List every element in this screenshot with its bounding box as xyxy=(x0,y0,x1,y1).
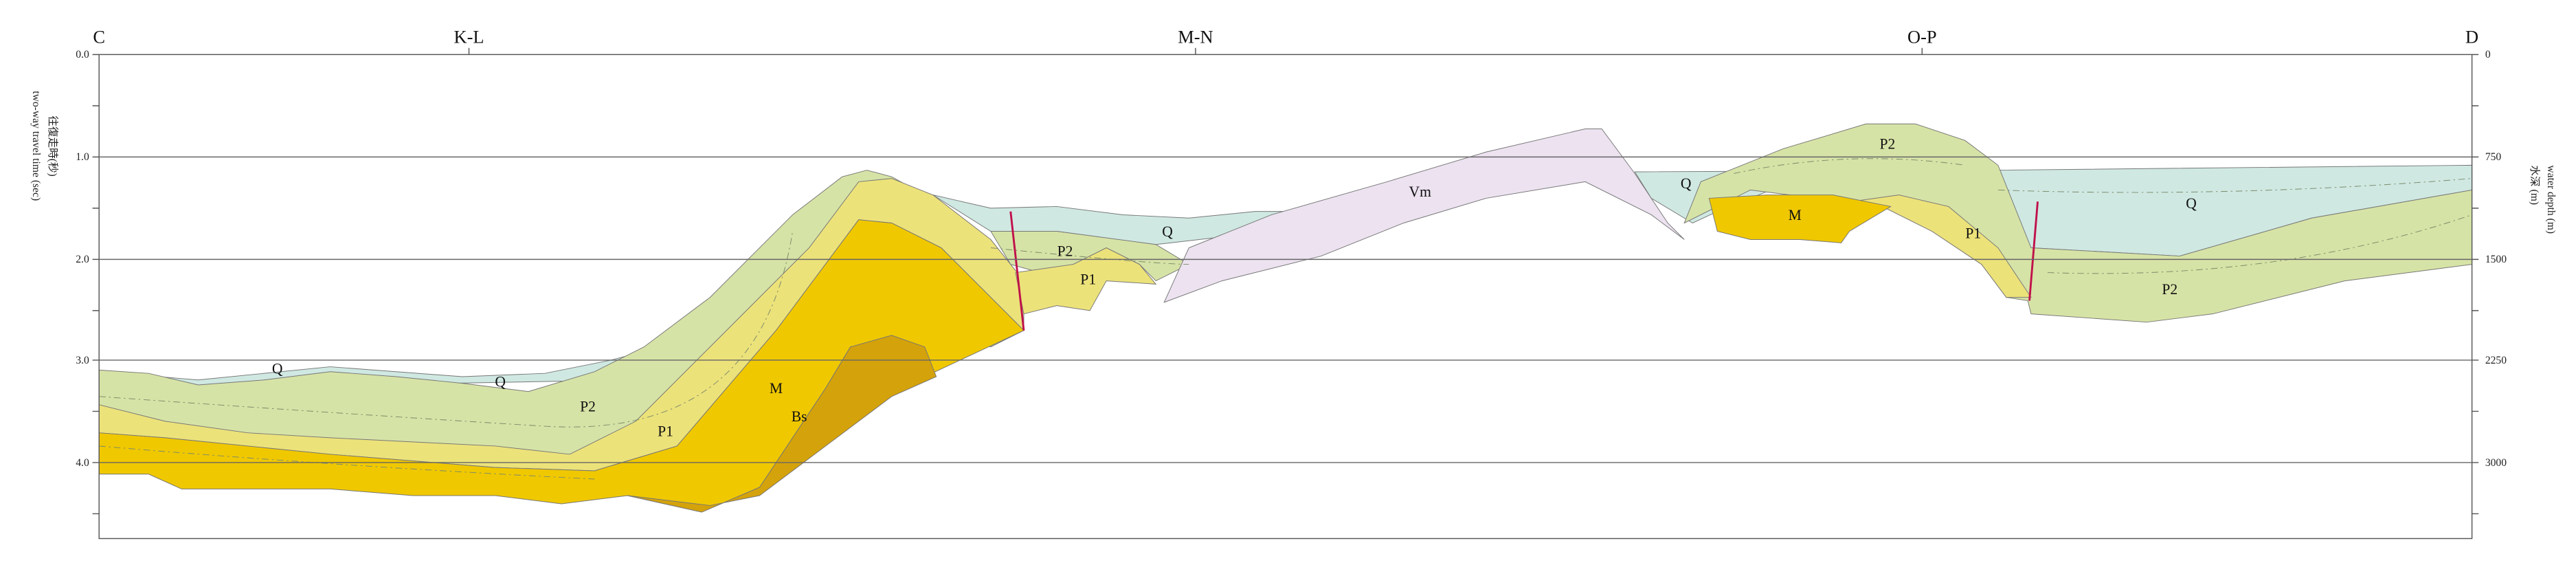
right-tick-label: 750 xyxy=(2485,151,2502,163)
section-point: K-L xyxy=(453,27,484,47)
fault xyxy=(2028,201,2039,301)
left-tick-label: 1.0 xyxy=(76,151,89,163)
left-tick-label: 4.0 xyxy=(76,457,89,469)
fault xyxy=(1009,211,1025,331)
unit-label: P1 xyxy=(1965,225,1981,241)
left-tick-label: 3.0 xyxy=(76,355,89,366)
unit-label: Q xyxy=(272,360,283,377)
unit-label: Q xyxy=(1681,175,1692,192)
unit-label: P2 xyxy=(580,399,596,415)
left-tick-label: 0.0 xyxy=(76,49,89,60)
right-tick-label: 0 xyxy=(2485,49,2491,60)
left-axis-title: two-way travel time (sec) xyxy=(30,91,42,201)
plot-frame xyxy=(98,54,2473,540)
grid xyxy=(92,47,2479,515)
unit-label: P2 xyxy=(2162,281,2177,298)
right-tick-label: 3000 xyxy=(2485,457,2507,469)
right-tick-label: 2250 xyxy=(2485,355,2507,366)
unit-label: Q xyxy=(495,374,506,390)
unit-label: P2 xyxy=(1879,136,1895,153)
unit-label: M xyxy=(1789,207,1802,223)
right-axis-title: 水深 (m) xyxy=(2529,165,2541,205)
left-axis-title: 往復走時(秒) xyxy=(47,115,59,176)
layers xyxy=(98,123,2473,513)
unit-label: Vm xyxy=(1409,184,1432,200)
unit-label: Q xyxy=(2186,195,2197,212)
right-axis-title: water depth (m) xyxy=(2545,165,2557,234)
section-point: C xyxy=(93,27,105,47)
left-tick-label: 2.0 xyxy=(76,254,89,265)
section-point: D xyxy=(2465,27,2478,47)
unit-label: Bs xyxy=(792,408,807,425)
unit-label: P1 xyxy=(658,423,673,440)
unit-label: M xyxy=(770,380,783,397)
section-point: M-N xyxy=(1178,27,1213,47)
section-point: O-P xyxy=(1907,27,1937,47)
unit-label: Q xyxy=(1162,223,1173,240)
right-tick-label: 1500 xyxy=(2485,254,2507,265)
unit-label: P1 xyxy=(1080,272,1096,288)
unit-label: P2 xyxy=(1057,243,1073,260)
